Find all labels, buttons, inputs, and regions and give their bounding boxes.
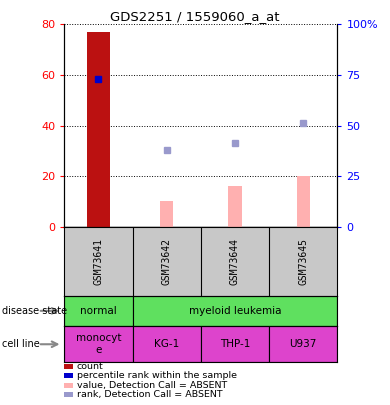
Text: GSM73641: GSM73641	[94, 238, 103, 285]
Bar	[269, 326, 337, 362]
Text: GDS2251 / 1559060_a_at: GDS2251 / 1559060_a_at	[110, 10, 280, 23]
Bar	[87, 32, 110, 227]
Text: monocyt
e: monocyt e	[76, 333, 121, 355]
Text: GSM73642: GSM73642	[162, 238, 172, 285]
Text: value, Detection Call = ABSENT: value, Detection Call = ABSENT	[77, 381, 227, 390]
Bar	[133, 326, 201, 362]
Bar	[160, 202, 173, 227]
Text: normal: normal	[80, 306, 117, 316]
Text: GSM73645: GSM73645	[298, 238, 308, 285]
Text: count: count	[77, 362, 104, 371]
Text: GSM73644: GSM73644	[230, 238, 240, 285]
Bar	[64, 326, 133, 362]
Bar	[297, 176, 310, 227]
Text: THP-1: THP-1	[220, 339, 250, 349]
Text: myeloid leukemia: myeloid leukemia	[189, 306, 281, 316]
Bar	[229, 186, 241, 227]
Text: KG-1: KG-1	[154, 339, 179, 349]
Text: disease state: disease state	[2, 306, 67, 316]
Text: cell line: cell line	[2, 339, 40, 349]
Bar	[201, 326, 269, 362]
Bar	[64, 296, 133, 326]
Text: rank, Detection Call = ABSENT: rank, Detection Call = ABSENT	[77, 390, 222, 399]
Text: U937: U937	[289, 339, 317, 349]
Text: percentile rank within the sample: percentile rank within the sample	[77, 371, 237, 380]
Bar	[133, 296, 337, 326]
